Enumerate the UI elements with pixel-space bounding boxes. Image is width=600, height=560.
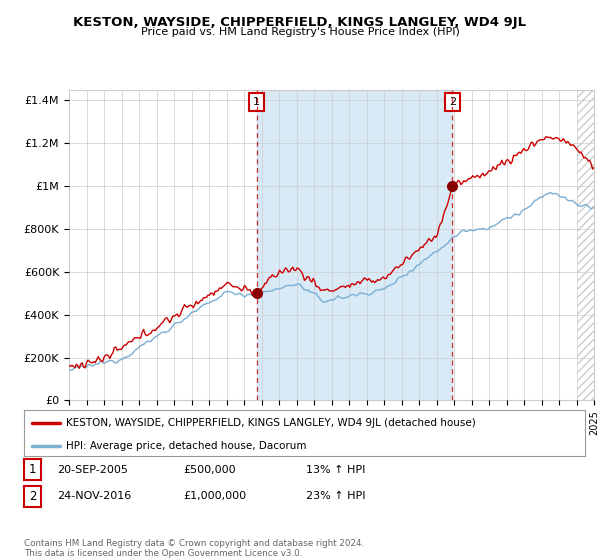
Text: KESTON, WAYSIDE, CHIPPERFIELD, KINGS LANGLEY, WD4 9JL: KESTON, WAYSIDE, CHIPPERFIELD, KINGS LAN… [73, 16, 527, 29]
Text: Contains HM Land Registry data © Crown copyright and database right 2024.
This d: Contains HM Land Registry data © Crown c… [24, 539, 364, 558]
Text: 23% ↑ HPI: 23% ↑ HPI [306, 491, 365, 501]
Text: 2: 2 [449, 97, 456, 107]
Bar [257, 90, 452, 400]
Text: 24-NOV-2016: 24-NOV-2016 [57, 491, 131, 501]
Text: 1: 1 [253, 97, 260, 107]
Text: £1,000,000: £1,000,000 [183, 491, 246, 501]
Text: 13% ↑ HPI: 13% ↑ HPI [306, 465, 365, 475]
Text: KESTON, WAYSIDE, CHIPPERFIELD, KINGS LANGLEY, WD4 9JL (detached house): KESTON, WAYSIDE, CHIPPERFIELD, KINGS LAN… [66, 418, 476, 428]
Text: 1: 1 [29, 463, 36, 477]
Text: £500,000: £500,000 [183, 465, 236, 475]
Text: HPI: Average price, detached house, Dacorum: HPI: Average price, detached house, Daco… [66, 441, 307, 451]
Text: 2: 2 [29, 489, 36, 503]
Text: 20-SEP-2005: 20-SEP-2005 [57, 465, 128, 475]
Bar [577, 90, 594, 400]
Text: Price paid vs. HM Land Registry's House Price Index (HPI): Price paid vs. HM Land Registry's House … [140, 27, 460, 37]
Bar [577, 90, 594, 400]
